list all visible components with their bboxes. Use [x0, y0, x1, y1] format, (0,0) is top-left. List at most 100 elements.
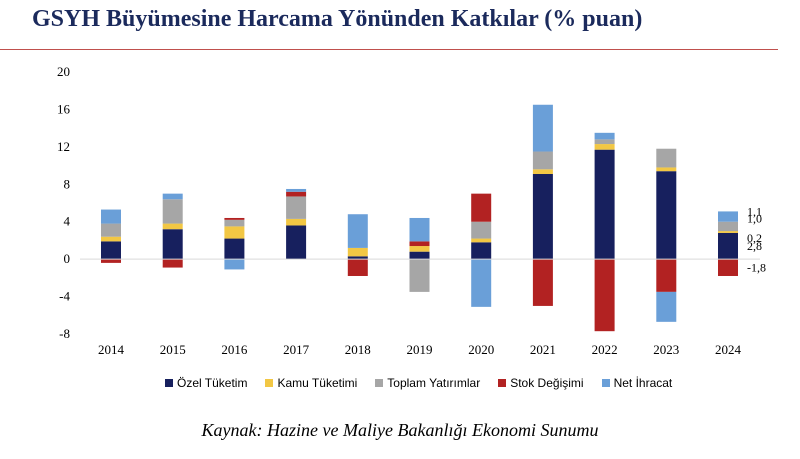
- bar-2019-2: [409, 259, 430, 292]
- legend-item: Net İhracat: [601, 376, 673, 390]
- bar-2022-2: [594, 139, 615, 145]
- bar-2024-1: [718, 231, 738, 233]
- bar-2020-1: [471, 238, 492, 243]
- bar-2018-4: [347, 214, 368, 248]
- data-label: 0,2: [747, 231, 762, 245]
- legend-swatch: [265, 379, 274, 387]
- bar-2020-3: [471, 193, 492, 222]
- x-tick-label: 2015: [160, 342, 186, 357]
- x-tick-label: 2014: [98, 342, 125, 357]
- bar-2017-4: [286, 188, 307, 192]
- bar-2020-4: [471, 259, 492, 307]
- bar-2021-1: [532, 169, 553, 174]
- bar-2017-3: [286, 191, 307, 197]
- legend-label: Net İhracat: [613, 376, 673, 390]
- x-tick-label: 2023: [653, 342, 679, 357]
- legend-swatch: [498, 379, 507, 387]
- bars-group: [101, 104, 738, 332]
- bar-2024-0: [718, 232, 738, 260]
- bar-2014-2: [101, 223, 121, 237]
- x-tick-label: 2017: [283, 342, 310, 357]
- bar-2014-3: [101, 259, 121, 263]
- bar-2022-3: [594, 259, 615, 332]
- data-label: 1,0: [747, 212, 762, 226]
- bar-2018-1: [347, 247, 368, 257]
- bar-2017-0: [286, 225, 307, 260]
- data-label: -1,8: [747, 261, 766, 275]
- bar-2019-4: [409, 217, 430, 242]
- y-tick-label: 12: [57, 139, 70, 154]
- x-tick-label: 2016: [221, 342, 248, 357]
- source-note: Kaynak: Hazine ve Maliye Bakanlığı Ekono…: [201, 420, 599, 440]
- bar-2022-0: [594, 149, 615, 260]
- data-labels-group: 1,11,0 0,22,8 -1,8: [747, 204, 766, 274]
- legend-label: Stok Değişimi: [510, 376, 584, 390]
- bar-2022-4: [594, 132, 615, 140]
- x-tick-label: 2022: [592, 342, 618, 357]
- x-tick-label: 2021: [530, 342, 556, 357]
- y-tick-label: 0: [64, 251, 71, 266]
- y-tick-label: -8: [59, 326, 70, 341]
- bar-2021-0: [532, 173, 553, 260]
- data-label: 2,8: [747, 239, 762, 253]
- bar-2015-0: [162, 229, 183, 260]
- legend-label: Toplam Yatırımlar: [387, 376, 481, 390]
- data-label: 1,1: [747, 204, 762, 218]
- x-tick-label: 2019: [407, 342, 433, 357]
- bar-2015-2: [162, 199, 183, 224]
- legend-label: Özel Tüketim: [177, 376, 248, 390]
- bar-2018-3: [347, 259, 368, 276]
- y-tick-label: 4: [64, 214, 71, 229]
- y-tick-label: -4: [59, 289, 70, 304]
- bar-2019-0: [409, 251, 430, 260]
- y-tick-label: 8: [64, 176, 71, 191]
- bar-2023-1: [656, 167, 677, 172]
- bar-2019-1: [409, 246, 430, 252]
- bar-2018-0: [347, 256, 368, 260]
- legend-swatch: [601, 379, 610, 387]
- bar-2014-1: [101, 236, 121, 242]
- x-tick-label: 2024: [715, 342, 742, 357]
- title-divider: [0, 49, 778, 50]
- bar-2015-4: [162, 193, 183, 200]
- bar-2015-1: [162, 223, 183, 230]
- bar-2021-4: [532, 104, 553, 152]
- x-tick-label: 2018: [345, 342, 371, 357]
- bar-2021-3: [532, 259, 553, 306]
- legend-item: Stok Değişimi: [498, 376, 584, 390]
- bar-2019-3: [409, 241, 430, 247]
- bar-2017-2: [286, 196, 307, 219]
- bar-2017-1: [286, 218, 307, 226]
- bar-2014-4: [101, 209, 121, 224]
- bar-2024-2: [718, 221, 738, 232]
- legend-item: Özel Tüketim: [165, 376, 247, 390]
- bar-2021-2: [532, 151, 553, 170]
- legend-label: Kamu Tüketimi: [277, 376, 358, 390]
- bar-2016-3: [224, 217, 245, 220]
- x-tick-label: 2020: [468, 342, 494, 357]
- legend-item: Toplam Yatırımlar: [375, 376, 480, 390]
- chart-legend: Özel Tüketim Kamu Tüketimi Toplam Yatırıml…: [165, 376, 672, 390]
- bar-2023-0: [656, 171, 677, 260]
- bar-2022-1: [594, 144, 615, 150]
- bar-2023-2: [656, 148, 677, 168]
- y-tick-label: 20: [57, 64, 70, 79]
- chart-title: GSYH Büyümesine Harcama Yönünden Katkıla…: [32, 6, 643, 32]
- bar-2023-4: [656, 291, 677, 322]
- bar-2016-0: [224, 238, 245, 260]
- stacked-bar-chart: -8 -4 0 4 8 12 16 20 2014 2015 2016 2017 2018 2019 202…: [57, 64, 766, 357]
- legend-swatch: [375, 379, 384, 387]
- bar-2016-2: [224, 219, 245, 227]
- bar-2024-3: [718, 259, 738, 276]
- bar-2020-0: [471, 242, 492, 260]
- bar-2016-1: [224, 226, 245, 239]
- bar-2024-4: [718, 211, 738, 222]
- legend-item: Kamu Tüketimi: [265, 376, 357, 390]
- axes-group: -8 -4 0 4 8 12 16 20 2014 2015 2016 2017 2018 2019 202…: [57, 64, 760, 357]
- legend-swatch: [165, 379, 173, 387]
- bar-2014-0: [101, 241, 121, 260]
- bar-2015-3: [162, 259, 183, 268]
- bar-2023-3: [656, 259, 677, 292]
- bar-2016-4: [224, 259, 245, 270]
- y-tick-label: 16: [57, 101, 71, 116]
